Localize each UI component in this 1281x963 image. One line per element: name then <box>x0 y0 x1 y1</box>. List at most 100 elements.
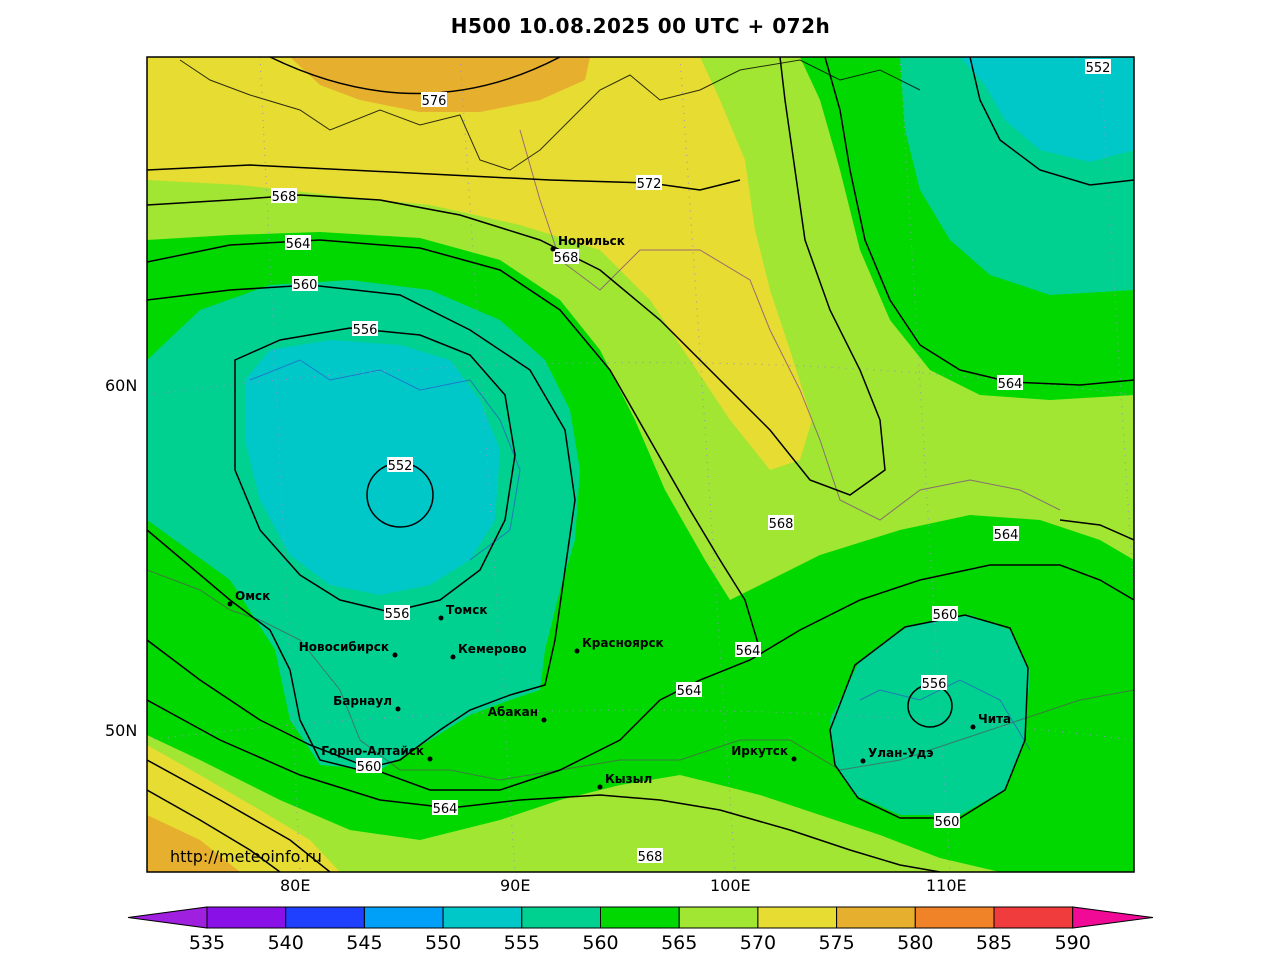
contour-label: 568 <box>637 848 663 865</box>
contour-label: 564 <box>432 800 458 817</box>
svg-text:564: 564 <box>998 377 1023 392</box>
contour-label: 568 <box>768 515 794 532</box>
svg-text:564: 564 <box>994 528 1019 543</box>
city-dot <box>450 654 456 660</box>
contour-labels: 576 572 568 564 560 556 552 552 568 564 560 556 568 5… <box>271 59 1111 865</box>
svg-text:564: 564 <box>736 644 761 659</box>
lon-tick-110e: 110E <box>926 876 967 895</box>
city-name: Красноярск <box>582 636 664 650</box>
colorbar-swatch <box>836 906 916 929</box>
colorbar-arrow-left <box>127 906 208 929</box>
contour-label: 576 <box>421 92 447 109</box>
colorbar: 535 540 545 550 555 560 565 570 575 580 585 590 <box>127 906 1154 954</box>
contour-label: 556 <box>352 321 378 338</box>
contour-label: 564 <box>676 682 702 699</box>
svg-text:564: 564 <box>286 237 311 252</box>
city-dot <box>791 756 797 762</box>
city-dot <box>860 758 866 764</box>
colorbar-label: 585 <box>976 932 1012 954</box>
city-name: Иркутск <box>731 744 788 758</box>
svg-text:552: 552 <box>1086 61 1111 76</box>
city-marker: Кемерово <box>450 642 527 660</box>
contour-label: 564 <box>997 375 1023 392</box>
svg-text:572: 572 <box>637 177 662 192</box>
svg-text:560: 560 <box>357 760 382 775</box>
contour-label: 564 <box>735 642 761 659</box>
map-title: H500 10.08.2025 00 UTC + 072h <box>450 14 831 38</box>
city-name: Барнаул <box>333 694 392 708</box>
lat-tick-50n: 50N <box>105 721 137 740</box>
city-marker: Кызыл <box>597 772 652 790</box>
fill-555-560-east <box>830 615 1030 815</box>
city-name: Томск <box>446 603 488 617</box>
svg-text:556: 556 <box>922 677 947 692</box>
svg-text:568: 568 <box>769 517 794 532</box>
city-dot <box>227 601 233 607</box>
city-name: Новосибирск <box>299 640 389 654</box>
lon-tick-90e: 90E <box>500 876 530 895</box>
city-marker: Абакан <box>488 705 547 723</box>
city-marker: Чита <box>970 712 1011 730</box>
city-marker: Иркутск <box>731 744 797 762</box>
map-area: http://meteoinfo.ru <box>147 57 1134 872</box>
source-url: http://meteoinfo.ru <box>170 847 322 866</box>
contour-label: 560 <box>932 606 958 623</box>
svg-text:564: 564 <box>433 802 458 817</box>
contour-label: 560 <box>934 813 960 830</box>
colorbar-swatch <box>993 906 1074 929</box>
contour-label: 560 <box>356 758 382 775</box>
city-marker: Томск <box>438 603 488 621</box>
colorbar-label: 570 <box>740 932 776 954</box>
colorbar-label: 565 <box>661 932 697 954</box>
svg-text:568: 568 <box>554 251 579 266</box>
fill-575-580-sw <box>147 815 240 872</box>
contour-label: 568 <box>553 249 579 266</box>
city-name: Кемерово <box>458 642 527 656</box>
contour-label: 564 <box>285 235 311 252</box>
colorbar-arrow-right <box>1072 906 1154 929</box>
city-dot <box>970 724 976 730</box>
lat-tick-60n: 60N <box>105 376 137 395</box>
city-name: Чита <box>978 712 1011 726</box>
city-name: Кызыл <box>605 772 652 786</box>
city-dot <box>438 615 444 621</box>
contour-label: 556 <box>384 605 410 622</box>
city-marker: Улан-Удэ <box>860 746 933 764</box>
city-dot <box>392 652 398 658</box>
svg-text:556: 556 <box>353 323 378 338</box>
city-name: Омск <box>235 589 270 603</box>
city-marker: Красноярск <box>574 636 664 654</box>
city-marker: Горно-Алтайск <box>321 744 433 762</box>
city-name: Горно-Алтайск <box>321 744 424 758</box>
svg-text:568: 568 <box>272 190 297 205</box>
colorbar-label: 540 <box>268 932 304 954</box>
city-name: Улан-Удэ <box>868 746 933 760</box>
region-border <box>519 129 1061 521</box>
colorbar-swatch <box>285 906 365 929</box>
fill-575-580-north <box>290 57 590 112</box>
svg-text:564: 564 <box>677 684 702 699</box>
svg-text:556: 556 <box>385 607 410 622</box>
colorbar-swatch <box>600 906 680 929</box>
colorbar-label: 580 <box>897 932 933 954</box>
fill-570-575 <box>147 57 812 470</box>
map-frame <box>146 56 1135 873</box>
svg-text:560: 560 <box>933 608 958 623</box>
colorbar-label: 575 <box>818 932 854 954</box>
fill-550-555-west <box>245 340 500 595</box>
colorbar-swatch <box>442 906 523 929</box>
colorbar-label: 590 <box>1055 932 1091 954</box>
colorbar-label: 545 <box>346 932 382 954</box>
cities: Норильск Омск Томск Новосибирск Кемерово Крас… <box>227 234 1011 790</box>
city-dot <box>597 784 603 790</box>
river <box>249 359 521 561</box>
lon-tick-100e: 100E <box>710 876 751 895</box>
colorbar-swatch <box>206 906 287 929</box>
colorbar-swatch <box>914 906 995 929</box>
colorbar-swatch <box>521 906 601 929</box>
svg-text:576: 576 <box>422 94 447 109</box>
contours <box>147 57 1134 872</box>
fill-550-555-ne <box>960 57 1134 162</box>
contour-label: 556 <box>921 675 947 692</box>
